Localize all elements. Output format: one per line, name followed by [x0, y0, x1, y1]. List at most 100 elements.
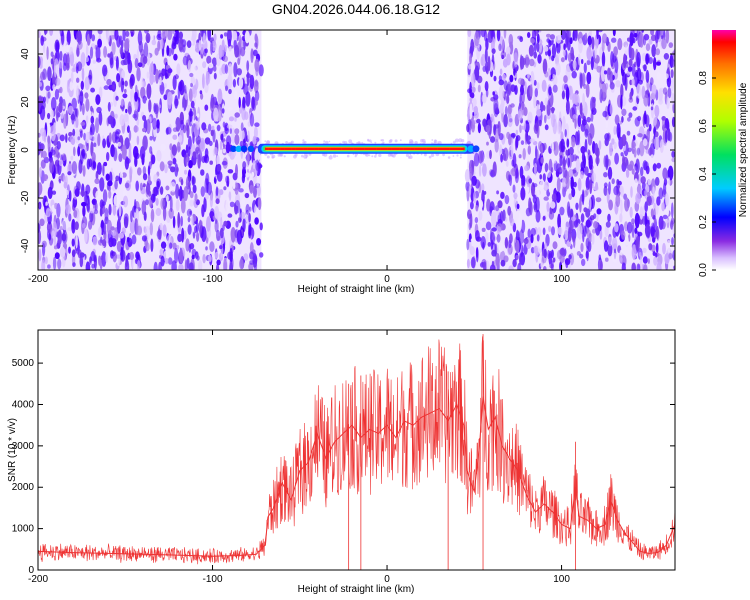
signal-core-mark: [284, 147, 289, 150]
signal-halo-cell: [266, 155, 270, 159]
noise-cell: [603, 185, 608, 196]
noise-cell: [527, 145, 531, 155]
noise-cell: [662, 242, 666, 255]
noise-cell: [544, 162, 549, 173]
noise-cell: [107, 101, 111, 112]
noise-cell: [103, 222, 107, 235]
noise-cell: [586, 59, 591, 66]
noise-cell: [571, 71, 577, 79]
noise-cell: [496, 30, 501, 42]
noise-cell: [136, 67, 141, 82]
noise-cell: [513, 68, 516, 76]
noise-cell: [237, 57, 241, 66]
noise-cell: [469, 103, 473, 119]
noise-cell: [211, 125, 215, 130]
colorbar-label: Normalized spectral amplitude: [738, 82, 749, 217]
noise-cell: [142, 173, 148, 181]
noise-cell: [85, 261, 91, 270]
noise-cell: [661, 202, 665, 212]
noise-cell: [180, 179, 184, 186]
noise-cell: [59, 50, 63, 61]
noise-cell: [527, 73, 530, 79]
noise-cell: [482, 241, 485, 250]
noise-cell: [672, 249, 675, 261]
noise-cell: [65, 62, 70, 71]
noise-cell: [127, 52, 131, 65]
signal-core-mark: [318, 147, 323, 150]
noise-cell: [506, 131, 510, 140]
noise-cell: [636, 83, 642, 99]
noise-cell: [542, 227, 546, 236]
noise-cell: [196, 255, 200, 261]
noise-cell: [38, 30, 41, 38]
noise-cell: [518, 154, 522, 159]
noise-cell: [143, 211, 147, 222]
signal-halo-cell: [431, 139, 434, 141]
signal-core-mark: [387, 147, 392, 150]
noise-cell: [488, 247, 491, 254]
noise-cell: [654, 136, 660, 150]
noise-cell: [238, 39, 244, 49]
noise-cell: [484, 47, 488, 63]
noise-cell: [564, 129, 567, 138]
noise-cell: [121, 144, 127, 160]
noise-cell: [625, 235, 629, 247]
noise-cell: [206, 55, 212, 64]
noise-cell: [666, 239, 672, 253]
colorbar-tick-label: 0.4: [698, 167, 709, 181]
noise-cell: [572, 59, 577, 70]
noise-cell: [480, 30, 486, 38]
noise-cell: [221, 133, 224, 143]
signal-halo-cell: [454, 138, 459, 143]
noise-cell: [215, 198, 220, 205]
noise-cell: [180, 215, 183, 227]
noise-cell: [188, 160, 193, 169]
noise-cell: [491, 211, 497, 228]
noise-cell: [239, 258, 244, 270]
noise-cell: [646, 89, 650, 95]
noise-cell: [570, 46, 574, 60]
noise-cell: [600, 66, 606, 82]
noise-cell: [527, 111, 533, 125]
noise-cell: [571, 235, 576, 243]
noise-cell: [162, 30, 168, 40]
noise-cell: [156, 33, 162, 41]
noise-cell: [640, 176, 646, 185]
noise-cell: [477, 122, 481, 134]
noise-cell: [115, 175, 119, 182]
signal-halo-cell: [285, 141, 288, 144]
snr-series-line: [38, 396, 675, 557]
noise-cell: [85, 98, 90, 112]
noise-cell: [95, 45, 101, 61]
noise-cell: [65, 44, 70, 53]
noise-cell: [212, 65, 217, 72]
noise-cell: [99, 199, 104, 209]
noise-cell: [637, 133, 643, 138]
noise-cell: [467, 110, 471, 121]
noise-cell: [203, 196, 207, 213]
noise-cell: [98, 111, 103, 126]
signal-core-mark: [264, 147, 269, 150]
noise-cell: [514, 168, 520, 184]
signal-halo-cell: [409, 153, 412, 156]
noise-cell: [238, 96, 241, 109]
signal-halo-cell: [323, 140, 326, 143]
noise-cell: [640, 166, 644, 177]
noise-cell: [147, 174, 151, 186]
noise-cell: [530, 247, 535, 254]
noise-cell: [192, 214, 197, 222]
noise-cell: [584, 166, 589, 176]
noise-cell: [648, 123, 652, 132]
noise-cell: [77, 136, 81, 141]
noise-cell: [200, 169, 205, 176]
noise-cell: [38, 203, 41, 208]
noise-cell: [229, 150, 235, 160]
noise-cell: [235, 164, 238, 178]
noise-cell: [643, 264, 648, 270]
noise-cell: [571, 187, 576, 198]
noise-cell: [601, 51, 606, 68]
signal-core-mark: [287, 147, 292, 150]
noise-cell: [642, 35, 647, 46]
signal-core-mark: [364, 147, 369, 150]
y-tick-label: -40: [20, 238, 31, 253]
